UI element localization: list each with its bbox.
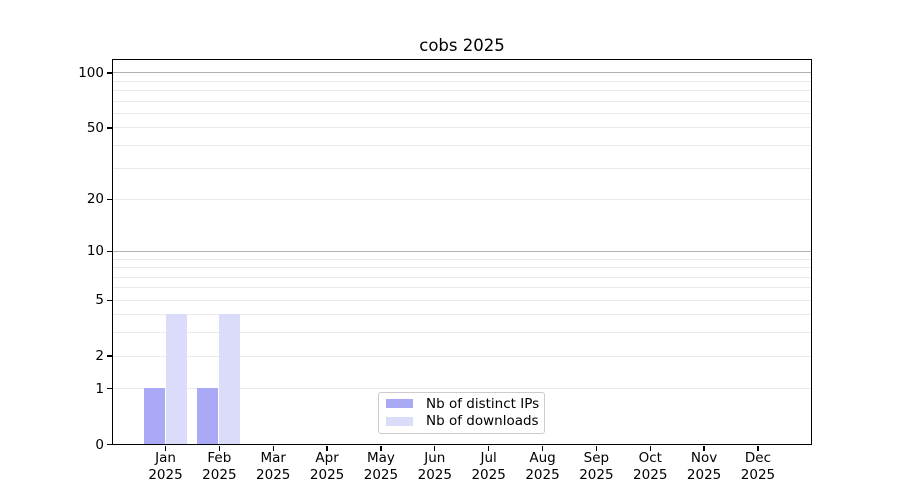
- x-tick-month: Mar: [260, 450, 286, 466]
- legend: Nb of distinct IPs Nb of downloads: [378, 391, 545, 434]
- y-tick-label: 5: [95, 292, 104, 309]
- y-tick: [107, 355, 112, 357]
- x-tick-label: May 2025: [351, 450, 411, 484]
- minor-gridline: [112, 80, 811, 82]
- y-tick-label: 50: [86, 119, 104, 136]
- major-gridline: [112, 72, 811, 74]
- x-tick-month: Apr: [315, 450, 339, 466]
- x-tick-label: Feb 2025: [189, 450, 249, 484]
- x-tick-month: Aug: [529, 450, 556, 466]
- x-tick-year: 2025: [363, 467, 399, 483]
- minor-gridline: [112, 287, 811, 289]
- minor-gridline: [112, 276, 811, 278]
- x-tick-year: 2025: [256, 467, 291, 483]
- x-tick: [164, 446, 167, 451]
- x-tick-label: Sep 2025: [566, 450, 626, 484]
- x-tick-year: 2025: [309, 467, 345, 483]
- x-tick-label: Apr 2025: [297, 450, 357, 484]
- y-tick: [107, 443, 112, 446]
- x-tick: [272, 446, 274, 451]
- y-tick: [107, 72, 112, 74]
- minor-gridline: [112, 145, 811, 147]
- x-tick: [326, 446, 328, 451]
- x-tick-month: Jul: [480, 450, 497, 466]
- x-tick-year: 2025: [417, 467, 452, 483]
- x-tick-year: 2025: [686, 467, 722, 483]
- x-tick-label: Dec 2025: [728, 450, 788, 484]
- x-tick-label: Jun 2025: [405, 450, 465, 484]
- x-tick-label: Nov 2025: [674, 450, 734, 484]
- x-tick: [434, 446, 436, 451]
- minor-gridline: [112, 100, 811, 102]
- y-tick-label: 10: [86, 243, 104, 260]
- x-tick-year: 2025: [202, 467, 237, 483]
- y-tick-label: 1: [95, 380, 104, 397]
- x-tick-label: Jan 2025: [136, 450, 196, 484]
- minor-gridline: [112, 332, 811, 334]
- x-tick-year: 2025: [633, 467, 668, 483]
- x-tick: [703, 446, 705, 451]
- plot-area: [111, 58, 812, 445]
- x-tick-label: Jul 2025: [459, 450, 519, 484]
- y-tick-label: 100: [78, 64, 104, 81]
- x-tick: [218, 446, 221, 451]
- x-tick-year: 2025: [525, 467, 560, 483]
- x-tick-year: 2025: [579, 467, 614, 483]
- x-tick-year: 2025: [471, 467, 506, 483]
- x-tick-label: Mar 2025: [243, 450, 303, 484]
- x-tick-month: Oct: [638, 450, 662, 466]
- minor-gridline: [112, 198, 811, 200]
- y-tick: [107, 127, 112, 129]
- minor-gridline: [112, 90, 811, 92]
- minor-gridline: [112, 258, 811, 260]
- x-tick-month: Feb: [207, 450, 232, 466]
- bar-distinct-ips: [143, 388, 165, 444]
- x-tick-label: Oct 2025: [620, 450, 680, 484]
- legend-row: Nb of downloads: [386, 413, 539, 430]
- x-tick-year: 2025: [148, 467, 183, 483]
- minor-gridline: [112, 314, 811, 316]
- minor-gridline: [112, 299, 811, 301]
- legend-label: Nb of downloads: [426, 413, 539, 430]
- bar-distinct-ips: [197, 388, 219, 444]
- chart-title: cobs 2025: [419, 36, 505, 55]
- legend-label: Nb of distinct IPs: [426, 395, 540, 412]
- y-tick: [107, 250, 112, 253]
- x-tick: [380, 446, 382, 451]
- y-tick: [107, 198, 112, 201]
- legend-swatch-downloads: [386, 416, 413, 426]
- y-tick: [107, 299, 112, 301]
- minor-gridline: [112, 267, 811, 269]
- x-tick: [649, 446, 651, 451]
- legend-swatch-distinct-ips: [386, 399, 413, 409]
- y-tick-label: 0: [95, 436, 104, 453]
- x-tick: [541, 446, 544, 451]
- y-tick-label: 2: [95, 348, 104, 365]
- minor-gridline: [112, 167, 811, 169]
- x-tick-month: Dec: [744, 450, 772, 466]
- x-tick: [757, 446, 759, 451]
- major-gridline: [112, 250, 811, 252]
- x-tick-month: Sep: [583, 450, 610, 466]
- x-tick: [595, 446, 598, 451]
- minor-gridline: [112, 355, 811, 357]
- x-tick-month: Jan: [155, 450, 176, 466]
- minor-gridline: [112, 113, 811, 115]
- x-tick-month: Nov: [690, 450, 718, 466]
- bar-downloads: [165, 314, 187, 444]
- minor-gridline: [112, 388, 811, 390]
- x-tick: [487, 446, 490, 451]
- x-tick-label: Aug 2025: [513, 450, 573, 484]
- minor-gridline: [112, 127, 811, 129]
- y-tick-label: 20: [86, 191, 104, 208]
- x-tick-month: Jun: [424, 450, 446, 466]
- legend-row: Nb of distinct IPs: [386, 395, 540, 412]
- y-tick: [107, 388, 112, 390]
- x-tick-month: May: [366, 450, 395, 466]
- bar-downloads: [219, 314, 241, 444]
- x-tick-year: 2025: [740, 467, 776, 483]
